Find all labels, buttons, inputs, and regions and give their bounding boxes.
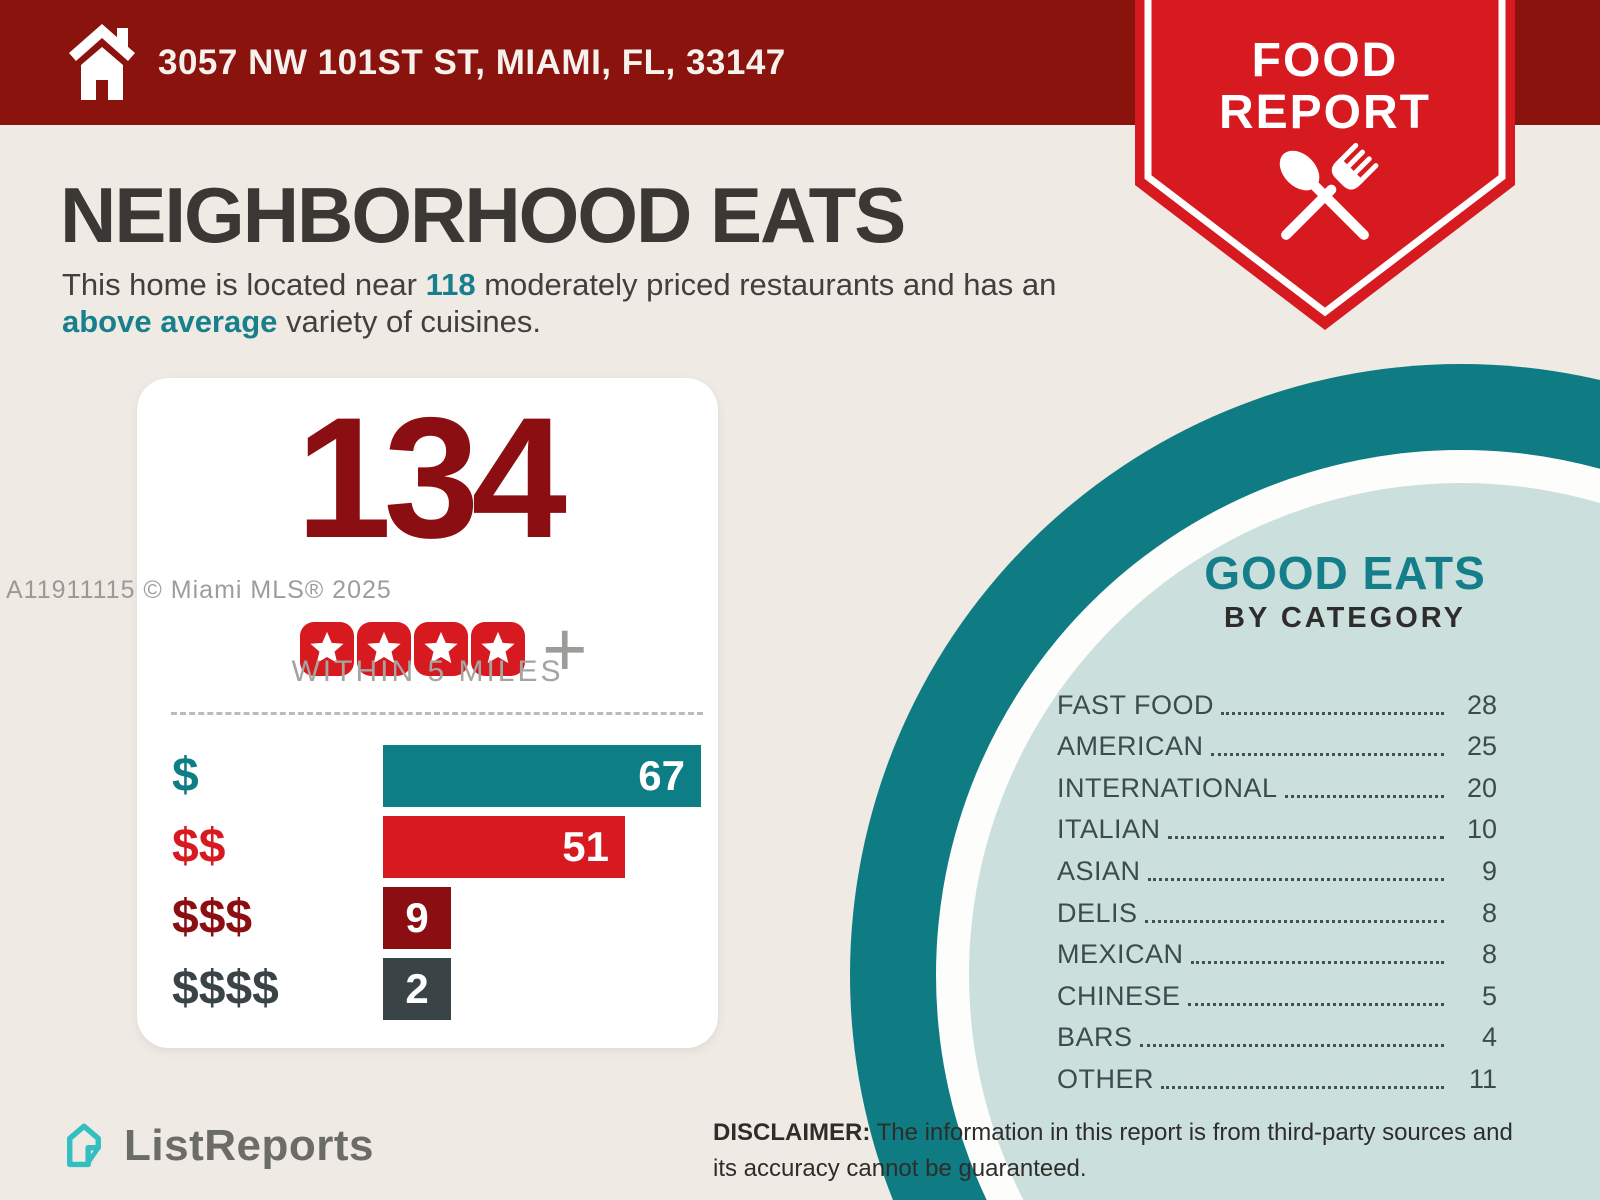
category-name: FAST FOOD: [1057, 689, 1215, 720]
listreports-logo: ListReports: [58, 1116, 374, 1176]
category-name: ITALIAN: [1057, 814, 1161, 845]
intro-pre: This home is located near: [62, 267, 426, 302]
dotted-leader: [1284, 794, 1444, 798]
category-name: DELIS: [1057, 897, 1138, 928]
category-row: FAST FOOD 28: [1057, 684, 1497, 726]
within-miles-caption: WITHIN 5 MILES: [291, 655, 564, 688]
good-eats-title: GOOD EATS: [1204, 547, 1486, 599]
category-row: BARS 4: [1057, 1017, 1497, 1059]
dotted-leader: [1190, 961, 1444, 965]
category-row: DELIS 8: [1057, 892, 1497, 934]
category-row: OTHER 11: [1057, 1058, 1497, 1100]
star-icon: [471, 622, 525, 676]
price-bar: 51: [383, 816, 625, 878]
price-bar-value: 51: [562, 823, 609, 870]
listreports-icon: [67, 1123, 101, 1168]
mls-watermark: A11911115 © Miami MLS® 2025: [6, 576, 392, 604]
category-name: AMERICAN: [1057, 731, 1204, 762]
disclaimer-body: The information in this report is from t…: [713, 1119, 1513, 1182]
price-bar-row: $$ 51: [137, 816, 718, 878]
category-count: 11: [1468, 1063, 1497, 1094]
category-name: MEXICAN: [1057, 939, 1184, 970]
badge-ribbon: [1135, 0, 1515, 330]
dotted-leader: [1210, 753, 1444, 757]
price-tier-label: $$$: [172, 891, 253, 944]
price-bar-value: 2: [405, 965, 429, 1012]
category-count: 20: [1466, 772, 1497, 803]
star-icon: [414, 622, 468, 676]
spoon-fork-icon: [1279, 142, 1379, 240]
disclaimer-label: DISCLAIMER:: [713, 1119, 871, 1146]
dotted-leader: [1161, 1085, 1444, 1089]
restaurant-stats-card: 134 + WITHIN 5 MILES $ 67 $$ 51 $$$ 9 $$…: [137, 378, 718, 1048]
plus-icon: +: [542, 605, 588, 693]
category-count: 25: [1466, 731, 1497, 762]
star-icon: [357, 622, 411, 676]
category-count: 8: [1481, 939, 1497, 970]
intro-highlight: above average: [62, 304, 278, 339]
total-restaurants: 134: [296, 382, 567, 574]
intro-mid: moderately priced restaurants and has an: [475, 267, 1057, 302]
category-row: ASIAN 9: [1057, 850, 1497, 892]
category-list: FAST FOOD 28 AMERICAN 25 INTERNATIONAL 20 I…: [1057, 684, 1497, 1100]
category-count: 4: [1481, 1022, 1497, 1053]
price-tier-label: $$: [172, 820, 226, 873]
category-name: ASIAN: [1057, 855, 1141, 886]
rating-stars: +: [300, 605, 588, 693]
intro-post: variety of cuisines.: [277, 304, 542, 339]
badge-line1: FOOD: [1252, 34, 1399, 87]
category-count: 9: [1481, 855, 1497, 886]
price-bar: 67: [383, 745, 701, 807]
category-row: CHINESE 5: [1057, 975, 1497, 1017]
good-eats-subtitle: BY CATEGORY: [1224, 602, 1466, 634]
star-icon: [300, 622, 354, 676]
dashed-divider: [171, 712, 703, 715]
price-bar: 9: [383, 887, 451, 949]
disclaimer-text: DISCLAIMER: The information in this repo…: [713, 1115, 1523, 1187]
home-icon: [69, 24, 135, 100]
property-address: 3057 NW 101ST ST, MIAMI, FL, 33147: [158, 42, 786, 82]
badge-line2: REPORT: [1219, 86, 1431, 139]
category-name: CHINESE: [1057, 980, 1181, 1011]
restaurant-count: 118: [425, 267, 476, 302]
category-row: AMERICAN 25: [1057, 726, 1497, 768]
category-count: 28: [1466, 689, 1497, 720]
price-bar-value: 67: [638, 752, 685, 799]
price-bar-row: $$$$ 2: [137, 958, 718, 1020]
dotted-leader: [1139, 1044, 1444, 1048]
page-title: NEIGHBORHOOD EATS: [60, 171, 906, 259]
price-bar: 2: [383, 958, 451, 1020]
price-bar-value: 9: [405, 894, 429, 941]
category-row: INTERNATIONAL 20: [1057, 767, 1497, 809]
category-name: INTERNATIONAL: [1057, 772, 1278, 803]
category-name: BARS: [1057, 1022, 1133, 1053]
listreports-wordmark: ListReports: [124, 1121, 374, 1170]
dotted-leader: [1147, 877, 1444, 881]
intro-text: This home is located near 118 moderately…: [62, 266, 1092, 340]
category-count: 10: [1466, 814, 1497, 845]
price-tier-label: $: [172, 749, 199, 802]
category-row: ITALIAN 10: [1057, 809, 1497, 851]
price-tier-label: $$$$: [172, 962, 279, 1015]
dotted-leader: [1187, 1002, 1444, 1006]
category-name: OTHER: [1057, 1063, 1154, 1094]
category-count: 5: [1481, 980, 1497, 1011]
price-bar-row: $ 67: [137, 745, 718, 807]
dotted-leader: [1144, 919, 1444, 923]
food-report-badge: FOOD REPORT: [1135, 0, 1515, 330]
dotted-leader: [1167, 836, 1444, 840]
category-row: MEXICAN 8: [1057, 934, 1497, 976]
dotted-leader: [1221, 711, 1444, 715]
price-bar-row: $$$ 9: [137, 887, 718, 949]
category-count: 8: [1481, 897, 1497, 928]
